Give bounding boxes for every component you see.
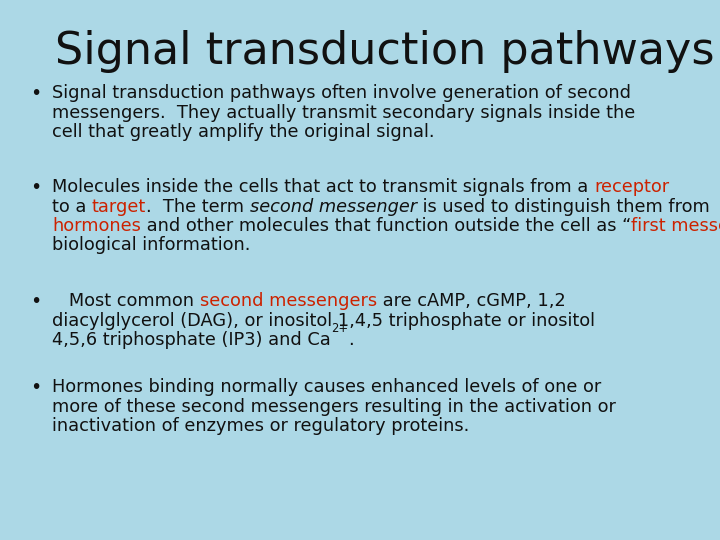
Text: and other molecules that function outside the cell as “: and other molecules that function outsid… [141, 217, 631, 235]
Text: inactivation of enzymes or regulatory proteins.: inactivation of enzymes or regulatory pr… [52, 417, 469, 435]
Text: receptor: receptor [594, 178, 669, 196]
Text: second messenger: second messenger [250, 198, 417, 215]
Text: target: target [92, 198, 146, 215]
Text: Signal transduction pathways often involve generation of second: Signal transduction pathways often invol… [52, 84, 631, 102]
Text: Molecules inside the cells that act to transmit signals from a: Molecules inside the cells that act to t… [52, 178, 594, 196]
Text: to a: to a [52, 198, 92, 215]
Text: Signal transduction pathways: Signal transduction pathways [55, 30, 714, 73]
Text: •: • [30, 292, 41, 311]
Text: cell that greatly amplify the original signal.: cell that greatly amplify the original s… [52, 123, 434, 141]
Text: more of these second messengers resulting in the activation or: more of these second messengers resultin… [52, 397, 616, 415]
Text: is used to distinguish them from: is used to distinguish them from [417, 198, 710, 215]
Text: messengers.  They actually transmit secondary signals inside the: messengers. They actually transmit secon… [52, 104, 635, 122]
Text: Most common: Most common [52, 292, 199, 310]
Text: second messengers: second messengers [199, 292, 377, 310]
Text: •: • [30, 84, 41, 103]
Text: diacylglycerol (DAG), or inositol 1,4,5 triphosphate or inositol: diacylglycerol (DAG), or inositol 1,4,5 … [52, 312, 595, 329]
Text: •: • [30, 178, 41, 197]
Text: are cAMP, cGMP, 1,2: are cAMP, cGMP, 1,2 [377, 292, 565, 310]
Text: 4,5,6 triphosphate (IP3) and Ca: 4,5,6 triphosphate (IP3) and Ca [52, 331, 330, 349]
Text: .: . [348, 331, 354, 349]
Text: hormones: hormones [52, 217, 141, 235]
Text: .  The term: . The term [146, 198, 250, 215]
Text: biological information.: biological information. [52, 237, 251, 254]
Text: •: • [30, 378, 41, 397]
Text: first messengers: first messengers [631, 217, 720, 235]
Text: Hormones binding normally causes enhanced levels of one or: Hormones binding normally causes enhance… [52, 378, 601, 396]
Text: 2+: 2+ [330, 322, 348, 335]
